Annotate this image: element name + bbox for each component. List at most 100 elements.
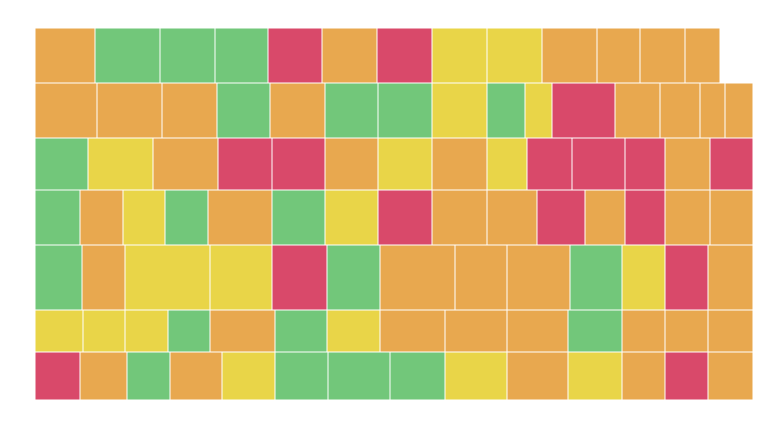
county	[209, 309, 276, 353]
county	[34, 82, 98, 139]
county	[377, 189, 433, 246]
county	[271, 244, 328, 311]
county	[431, 27, 488, 84]
county	[379, 309, 446, 353]
county	[567, 309, 623, 353]
county	[327, 351, 391, 401]
county	[274, 309, 328, 353]
county	[217, 137, 273, 191]
county	[699, 82, 726, 139]
county	[621, 244, 666, 311]
county	[707, 244, 754, 311]
county	[377, 137, 433, 191]
county	[526, 137, 573, 191]
county	[377, 82, 433, 139]
county	[221, 351, 276, 401]
county	[431, 189, 488, 246]
county	[584, 189, 626, 246]
county	[82, 309, 126, 353]
county	[486, 27, 543, 84]
county	[506, 351, 569, 401]
county	[271, 137, 326, 191]
county	[214, 27, 269, 84]
county	[34, 137, 89, 191]
county	[379, 244, 456, 311]
county	[271, 189, 326, 246]
county	[159, 27, 216, 84]
county	[486, 82, 526, 139]
county	[321, 27, 378, 84]
county	[122, 189, 166, 246]
county	[524, 82, 553, 139]
county	[431, 82, 488, 139]
county	[621, 309, 666, 353]
county	[169, 351, 223, 401]
county	[684, 27, 721, 84]
county	[267, 27, 323, 84]
county	[34, 244, 83, 311]
county	[571, 137, 626, 191]
county	[536, 189, 586, 246]
county	[444, 309, 508, 353]
county	[81, 244, 126, 311]
county	[126, 351, 171, 401]
county	[376, 27, 433, 84]
county	[34, 351, 81, 401]
county	[34, 27, 96, 84]
county	[124, 309, 169, 353]
county	[541, 27, 598, 84]
county	[326, 309, 381, 353]
county	[664, 351, 709, 401]
county	[709, 137, 754, 191]
county	[324, 82, 379, 139]
county	[506, 309, 569, 353]
county	[216, 82, 271, 139]
county	[454, 244, 508, 311]
county	[639, 27, 686, 84]
county	[274, 351, 329, 401]
county	[87, 137, 154, 191]
county	[707, 309, 754, 353]
county	[659, 82, 701, 139]
county	[596, 27, 641, 84]
county	[79, 351, 128, 401]
county	[567, 351, 623, 401]
county	[724, 82, 754, 139]
county	[486, 137, 528, 191]
county	[664, 244, 709, 311]
county	[167, 309, 211, 353]
county	[161, 82, 218, 139]
county	[664, 309, 709, 353]
county	[324, 189, 379, 246]
county	[624, 189, 666, 246]
county	[326, 244, 381, 311]
county	[94, 27, 161, 84]
county	[709, 189, 754, 246]
county	[164, 189, 209, 246]
county	[624, 137, 666, 191]
county	[506, 244, 571, 311]
county	[614, 82, 661, 139]
county	[324, 137, 379, 191]
county	[444, 351, 508, 401]
county	[124, 244, 211, 311]
county	[34, 189, 81, 246]
county	[486, 189, 538, 246]
county	[79, 189, 124, 246]
county	[209, 244, 273, 311]
county	[569, 244, 623, 311]
county	[431, 137, 488, 191]
county	[621, 351, 666, 401]
county	[707, 351, 754, 401]
county	[207, 189, 273, 246]
county	[34, 309, 84, 353]
county	[551, 82, 616, 139]
county	[664, 137, 711, 191]
county	[269, 82, 326, 139]
county	[389, 351, 446, 401]
county	[152, 137, 219, 191]
county	[664, 189, 711, 246]
county	[96, 82, 163, 139]
